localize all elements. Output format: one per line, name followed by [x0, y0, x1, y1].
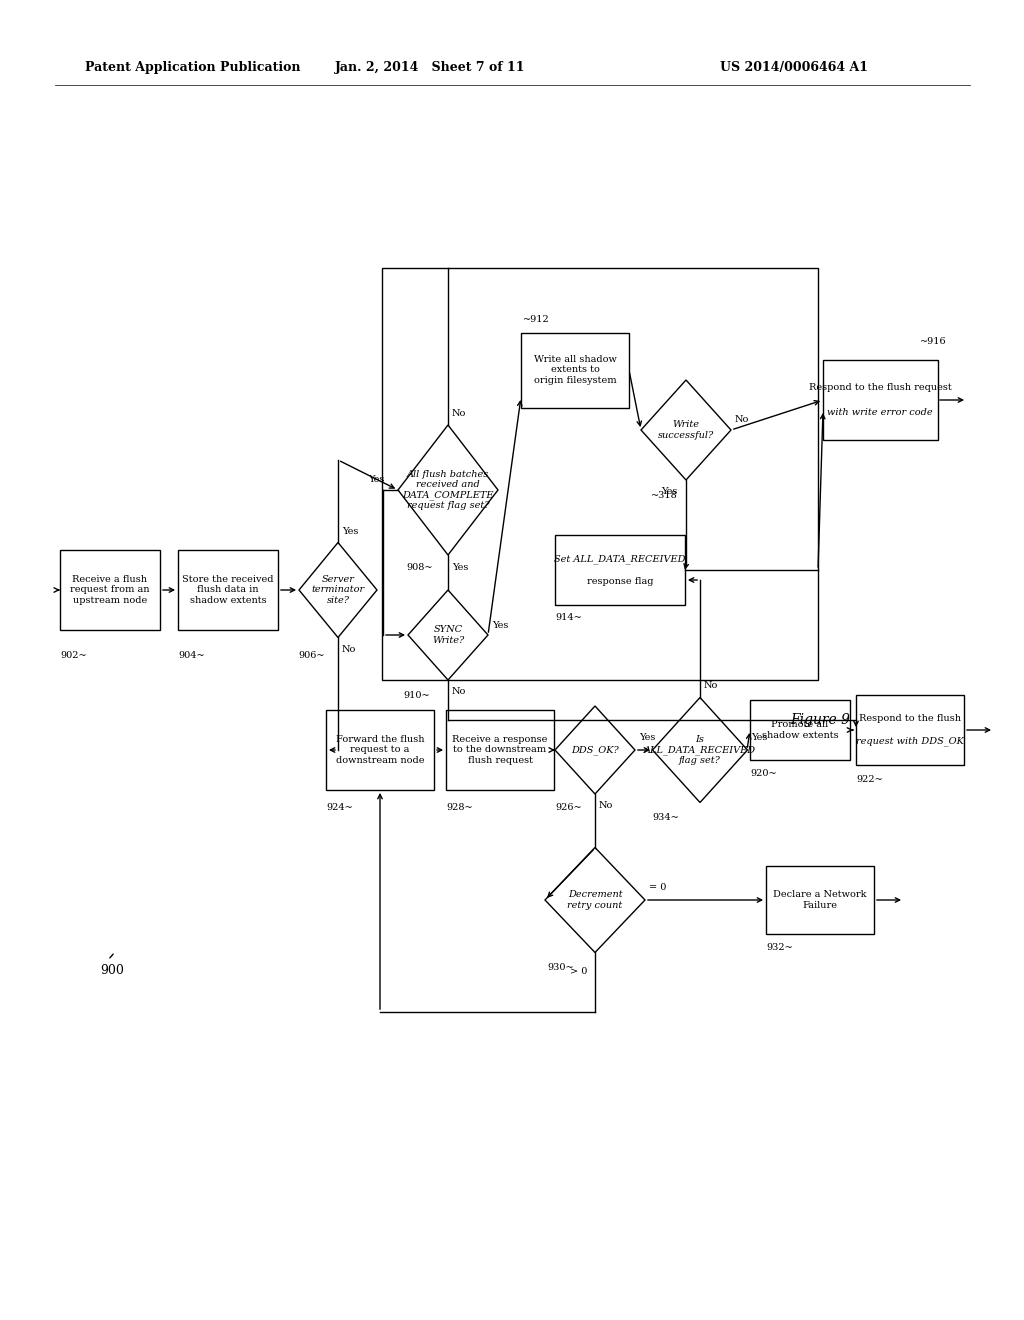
- Text: Figure 9: Figure 9: [790, 713, 850, 727]
- Bar: [60, 550, 160, 630]
- Text: 932~: 932~: [766, 944, 793, 953]
- Text: Forward the flush
request to a
downstream node: Forward the flush request to a downstrea…: [336, 735, 424, 764]
- Text: 934~: 934~: [652, 813, 679, 822]
- Text: DDS_OK?: DDS_OK?: [571, 746, 618, 755]
- Text: Yes: Yes: [639, 734, 655, 742]
- Text: No: No: [342, 644, 356, 653]
- Text: 922~: 922~: [856, 776, 883, 784]
- Text: 904~: 904~: [178, 651, 205, 660]
- Text: US 2014/0006464 A1: US 2014/0006464 A1: [720, 62, 868, 74]
- Text: request with DDS_OK: request with DDS_OK: [856, 737, 964, 746]
- Text: ~916: ~916: [920, 338, 946, 346]
- Text: No: No: [735, 416, 750, 425]
- Text: response flag: response flag: [587, 577, 653, 586]
- Bar: [750, 700, 850, 760]
- Text: No: No: [705, 681, 719, 690]
- Polygon shape: [408, 590, 488, 680]
- Text: Write
successful?: Write successful?: [657, 420, 714, 440]
- Text: 928~: 928~: [446, 804, 473, 813]
- Text: > 0: > 0: [570, 968, 588, 977]
- Polygon shape: [545, 847, 645, 953]
- Bar: [382, 268, 818, 680]
- Bar: [856, 696, 964, 766]
- Text: = 0: = 0: [649, 883, 667, 892]
- Text: 920~: 920~: [750, 770, 776, 779]
- Bar: [822, 360, 938, 440]
- Bar: [521, 333, 629, 408]
- Text: Jan. 2, 2014   Sheet 7 of 11: Jan. 2, 2014 Sheet 7 of 11: [335, 62, 525, 74]
- Polygon shape: [299, 543, 377, 638]
- Text: 930~: 930~: [547, 964, 573, 973]
- Text: 908~: 908~: [406, 564, 432, 573]
- Text: Declare a Network
Failure: Declare a Network Failure: [773, 890, 866, 909]
- Polygon shape: [652, 697, 748, 803]
- Text: with write error code: with write error code: [827, 408, 933, 417]
- Text: ~912: ~912: [523, 315, 550, 325]
- Text: 906~: 906~: [298, 651, 325, 660]
- Polygon shape: [641, 380, 731, 480]
- Bar: [178, 550, 278, 630]
- Text: Is
ALL_DATA_RECEIVED
flag set?: Is ALL_DATA_RECEIVED flag set?: [644, 735, 756, 766]
- Text: Respond to the flush: Respond to the flush: [859, 714, 961, 723]
- Text: Set ALL_DATA_RECEIVED: Set ALL_DATA_RECEIVED: [554, 554, 686, 564]
- Text: Write all shadow
extents to
origin filesystem: Write all shadow extents to origin files…: [534, 355, 616, 385]
- Text: 926~: 926~: [555, 804, 582, 813]
- Text: 924~: 924~: [326, 804, 352, 813]
- Text: Yes: Yes: [452, 562, 468, 572]
- Text: Promote all
shadow extents: Promote all shadow extents: [762, 721, 839, 739]
- Bar: [766, 866, 874, 935]
- Text: No: No: [599, 801, 613, 810]
- Bar: [555, 535, 685, 605]
- Bar: [326, 710, 434, 789]
- Text: No: No: [452, 688, 466, 697]
- Text: Yes: Yes: [751, 734, 767, 742]
- Text: Patent Application Publication: Patent Application Publication: [85, 62, 300, 74]
- Text: Yes: Yes: [492, 620, 508, 630]
- Text: 914~: 914~: [555, 614, 582, 623]
- Text: Yes: Yes: [662, 487, 677, 496]
- Text: 910~: 910~: [403, 690, 430, 700]
- Text: SYNC
Write?: SYNC Write?: [432, 626, 464, 644]
- Text: Server
terminator
site?: Server terminator site?: [311, 576, 365, 605]
- Polygon shape: [398, 425, 498, 554]
- Text: Yes: Yes: [342, 527, 358, 536]
- Polygon shape: [555, 706, 635, 795]
- Text: 902~: 902~: [60, 651, 87, 660]
- Text: Receive a response
to the downstream
flush request: Receive a response to the downstream flu…: [453, 735, 548, 764]
- Text: Decrement
retry count: Decrement retry count: [567, 890, 623, 909]
- Text: Yes: Yes: [368, 475, 384, 484]
- Text: Store the received
flush data in
shadow extents: Store the received flush data in shadow …: [182, 576, 273, 605]
- Text: All flush batches
received and
DATA_COMPLETE
request flag set?: All flush batches received and DATA_COMP…: [402, 470, 494, 511]
- Text: 900: 900: [100, 964, 124, 977]
- Text: Respond to the flush request: Respond to the flush request: [809, 383, 951, 392]
- Text: ~318: ~318: [651, 491, 678, 499]
- Text: No: No: [452, 408, 466, 417]
- Bar: [446, 710, 554, 789]
- Text: Receive a flush
request from an
upstream node: Receive a flush request from an upstream…: [71, 576, 150, 605]
